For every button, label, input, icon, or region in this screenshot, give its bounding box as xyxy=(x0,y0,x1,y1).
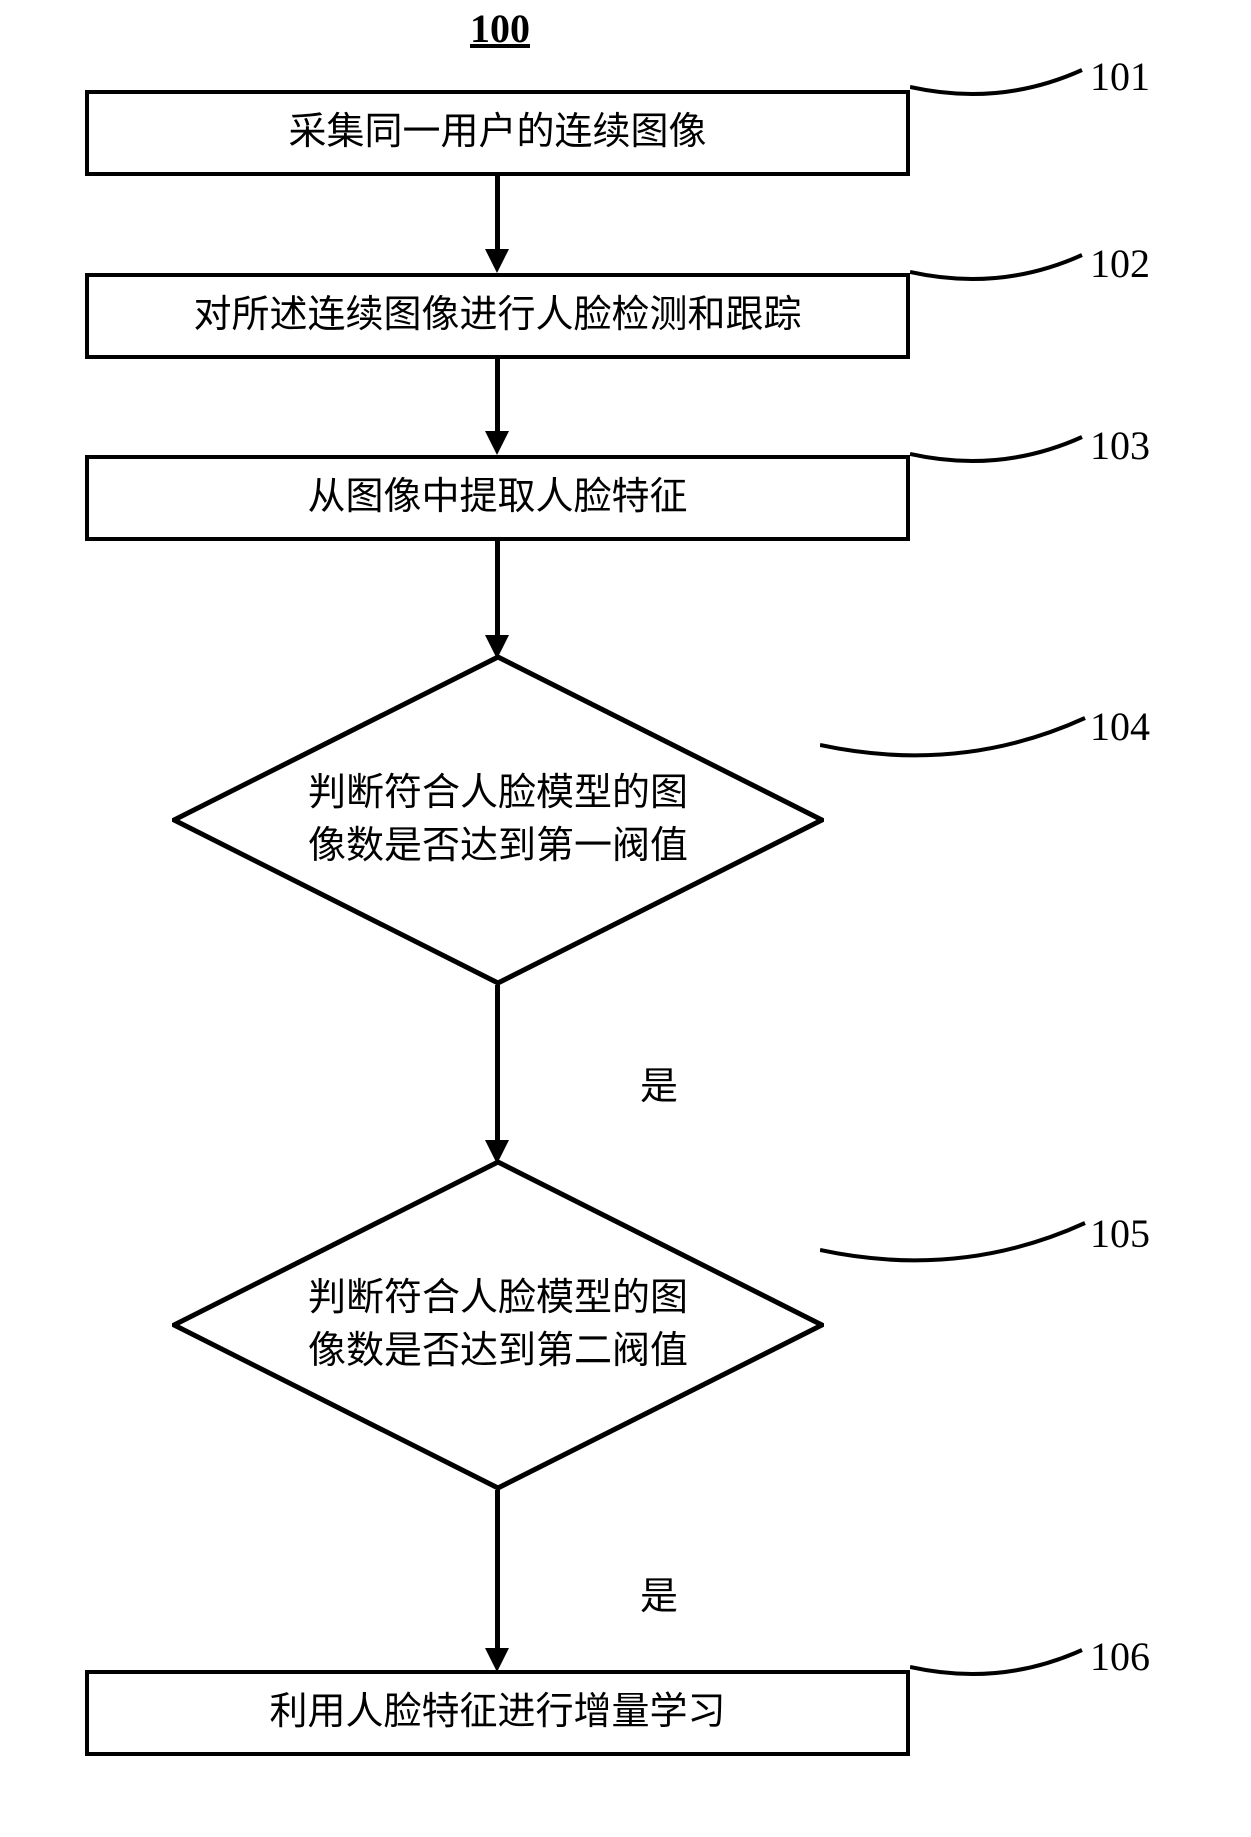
arrow xyxy=(495,1490,500,1650)
ref-105: 105 xyxy=(1090,1210,1150,1257)
leader-103 xyxy=(910,412,1090,472)
node-105: 判断符合人脸模型的图像数是否达到第二阀值 xyxy=(172,1160,824,1490)
node-101: 采集同一用户的连续图像 xyxy=(85,90,910,176)
ref-102: 102 xyxy=(1090,240,1150,287)
node-106-text: 利用人脸特征进行增量学习 xyxy=(269,1686,725,1739)
node-104-text: 判断符合人脸模型的图像数是否达到第一阀值 xyxy=(302,767,693,873)
ref-103: 103 xyxy=(1090,422,1150,469)
node-104: 判断符合人脸模型的图像数是否达到第一阀值 xyxy=(172,655,824,985)
edge-label-yes-1: 是 xyxy=(640,1055,678,1110)
arrow xyxy=(495,359,500,431)
edge-label-yes-2: 是 xyxy=(640,1565,678,1620)
arrow-head-icon xyxy=(485,1648,509,1672)
leader-106 xyxy=(910,1625,1090,1685)
node-103: 从图像中提取人脸特征 xyxy=(85,455,910,541)
leader-104 xyxy=(820,690,1090,770)
diagram-title: 100 xyxy=(460,5,540,52)
flowchart-container: 100 采集同一用户的连续图像 对所述连续图像进行人脸检测和跟踪 从图像中提取人… xyxy=(0,0,1251,1837)
ref-104: 104 xyxy=(1090,703,1150,750)
arrow-head-icon xyxy=(485,431,509,455)
node-102: 对所述连续图像进行人脸检测和跟踪 xyxy=(85,273,910,359)
node-102-text: 对所述连续图像进行人脸检测和跟踪 xyxy=(193,289,801,342)
node-101-text: 采集同一用户的连续图像 xyxy=(288,106,706,159)
arrow-head-icon xyxy=(485,249,509,273)
node-103-text: 从图像中提取人脸特征 xyxy=(307,471,687,524)
arrow xyxy=(495,176,500,249)
leader-101 xyxy=(910,45,1090,105)
node-105-text: 判断符合人脸模型的图像数是否达到第二阀值 xyxy=(302,1272,693,1378)
ref-106: 106 xyxy=(1090,1633,1150,1680)
node-106: 利用人脸特征进行增量学习 xyxy=(85,1670,910,1756)
leader-105 xyxy=(820,1195,1090,1275)
arrow xyxy=(495,541,500,641)
arrow xyxy=(495,985,500,1140)
leader-102 xyxy=(910,230,1090,290)
ref-101: 101 xyxy=(1090,53,1150,100)
